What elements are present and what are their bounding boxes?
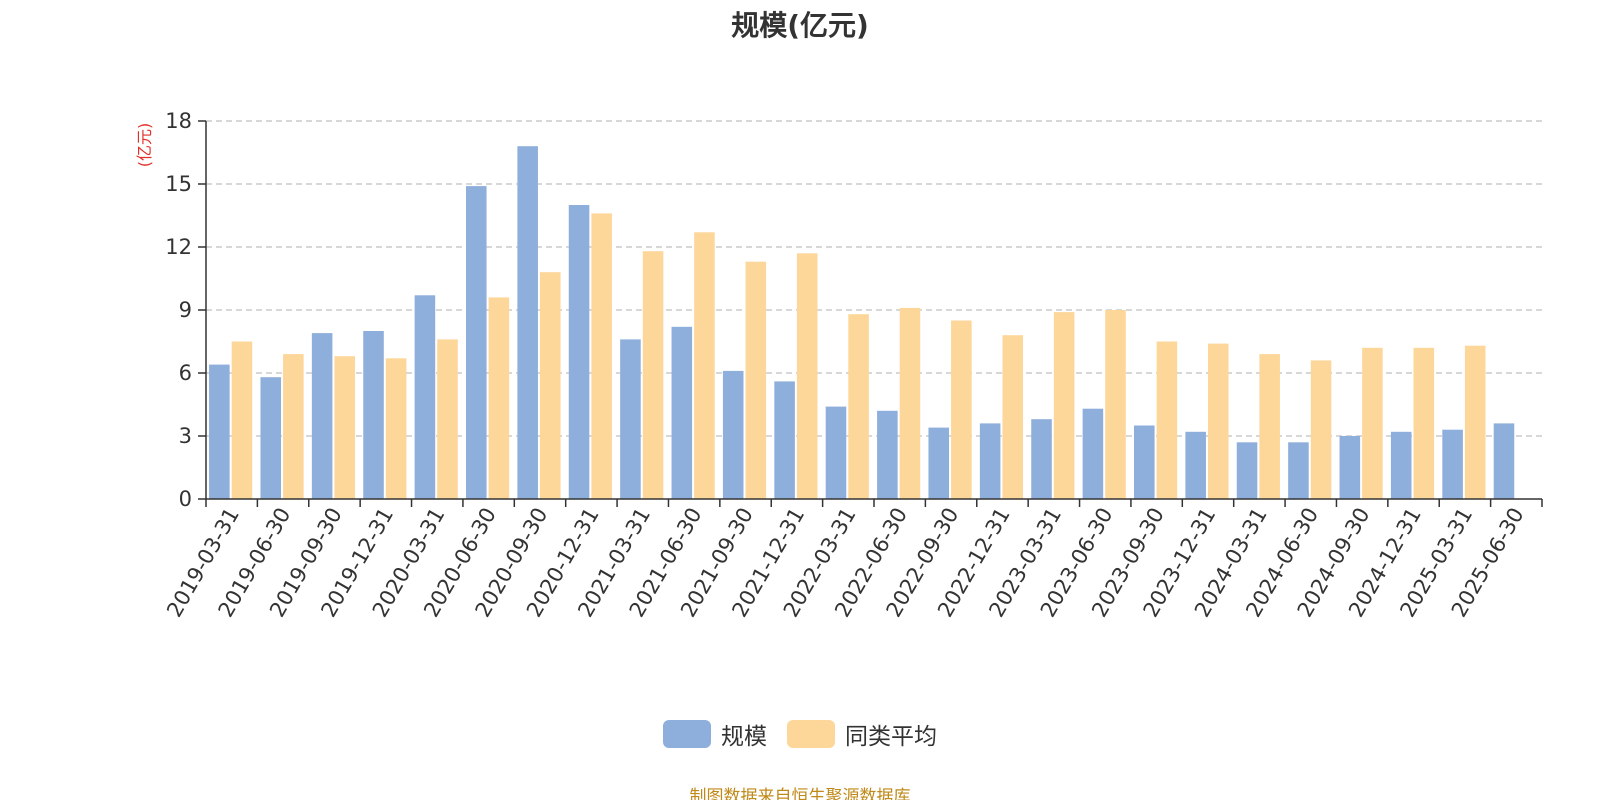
bar-peer-average[interactable] (231, 341, 253, 500)
bar-peer-average[interactable] (796, 253, 818, 499)
legend-swatch-scale (663, 720, 711, 748)
legend-item-peer-average[interactable]: 同类平均 (787, 717, 937, 751)
bar-peer-average[interactable] (745, 261, 767, 499)
legend: 规模 同类平均 (0, 718, 1600, 750)
bar-peer-average[interactable] (1156, 341, 1178, 500)
bar-scale[interactable] (1185, 431, 1206, 499)
bar-peer-average[interactable] (1053, 312, 1075, 499)
bar-scale[interactable] (466, 186, 487, 499)
bar-peer-average[interactable] (1413, 347, 1435, 499)
legend-swatch-peer-average (787, 720, 835, 748)
bar-scale[interactable] (1031, 419, 1052, 499)
bar-peer-average[interactable] (1208, 343, 1229, 499)
bar-peer-average[interactable] (848, 314, 869, 499)
bar-scale[interactable] (568, 205, 590, 499)
bar-scale[interactable] (1288, 442, 1309, 499)
bar-scale[interactable] (311, 333, 333, 499)
y-tick-label: 3 (179, 424, 192, 448)
bar-scale[interactable] (1082, 408, 1104, 499)
bar-scale[interactable] (1493, 423, 1515, 499)
bar-scale[interactable] (671, 326, 693, 499)
bar-peer-average[interactable] (694, 232, 715, 500)
legend-label-peer-average: 同类平均 (845, 724, 937, 750)
bar-peer-average[interactable] (1259, 354, 1280, 499)
bar-peer-average[interactable] (488, 297, 510, 499)
bar-scale[interactable] (1236, 442, 1258, 499)
bar-peer-average[interactable] (951, 320, 972, 500)
bar-peer-average[interactable] (385, 358, 407, 499)
y-axis-label: (亿元) (135, 123, 154, 168)
bar-scale[interactable] (620, 339, 641, 499)
bar-scale[interactable] (1134, 425, 1155, 500)
bar-peer-average[interactable] (437, 339, 458, 499)
y-tick-label: 18 (165, 109, 192, 133)
bar-scale[interactable] (517, 146, 538, 499)
y-tick-label: 9 (179, 298, 192, 322)
bar-scale[interactable] (928, 427, 950, 499)
bar-peer-average[interactable] (642, 251, 664, 499)
bar-scale[interactable] (1390, 431, 1412, 499)
legend-label-scale: 规模 (721, 724, 767, 750)
bar-peer-average[interactable] (1362, 347, 1383, 499)
source-note: 制图数据来自恒生聚源数据库 (689, 787, 911, 800)
bar-peer-average[interactable] (283, 354, 304, 499)
bar-scale[interactable] (722, 370, 744, 499)
y-tick-label: 0 (179, 487, 192, 511)
bar-peer-average[interactable] (540, 272, 561, 499)
y-tick-label: 6 (179, 361, 192, 385)
bar-scale[interactable] (774, 381, 795, 499)
bar-scale[interactable] (363, 331, 384, 499)
bar-peer-average[interactable] (1105, 310, 1126, 499)
bar-peer-average[interactable] (1002, 335, 1024, 499)
y-tick-label: 12 (165, 235, 192, 259)
bar-scale[interactable] (877, 410, 898, 499)
bar-scale[interactable] (209, 364, 230, 499)
legend-item-scale[interactable]: 规模 (663, 717, 767, 751)
bar-scale[interactable] (414, 295, 436, 499)
bar-scale[interactable] (1339, 436, 1361, 499)
bar-peer-average[interactable] (1310, 360, 1332, 499)
bar-scale[interactable] (260, 377, 282, 499)
bar-peer-average[interactable] (1464, 345, 1486, 499)
bar-scale[interactable] (979, 423, 1001, 499)
bar-peer-average[interactable] (334, 356, 356, 499)
chart-title: 规模(亿元) (731, 9, 869, 42)
bar-scale[interactable] (1442, 429, 1463, 499)
bar-peer-average[interactable] (591, 213, 612, 499)
bar-peer-average[interactable] (899, 307, 921, 499)
bar-scale[interactable] (825, 406, 847, 499)
bars (209, 146, 1515, 500)
y-tick-label: 15 (165, 172, 192, 196)
